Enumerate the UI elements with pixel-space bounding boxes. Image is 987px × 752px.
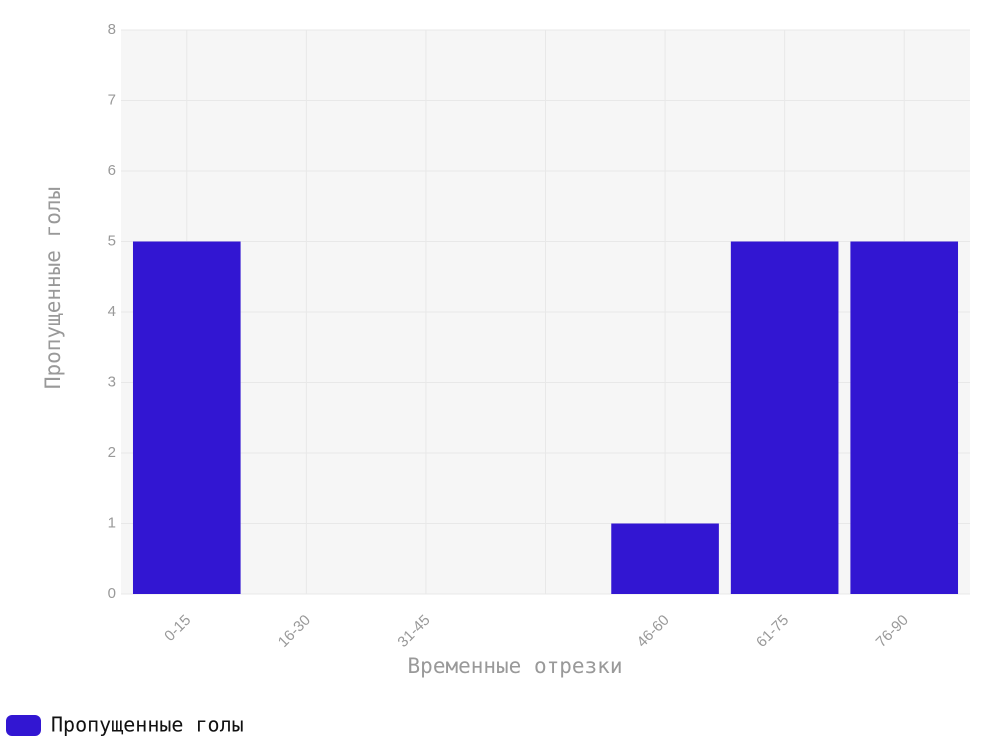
y-tick-label: 7 bbox=[108, 91, 116, 108]
x-tick-label: 61-75 bbox=[753, 612, 792, 651]
bar bbox=[132, 241, 241, 594]
y-tick-label: 6 bbox=[108, 162, 116, 179]
y-tick-label: 8 bbox=[108, 21, 116, 38]
y-tick-label: 0 bbox=[108, 585, 116, 602]
x-tick-label: 31-45 bbox=[394, 612, 433, 651]
legend-swatch bbox=[6, 715, 41, 736]
x-axis-title: Временные отрезки bbox=[408, 654, 623, 678]
bar bbox=[850, 241, 959, 594]
y-tick-label: 2 bbox=[108, 444, 116, 461]
x-tick-label: 0-15 bbox=[161, 612, 194, 645]
legend-label: Пропущенные голы bbox=[51, 713, 244, 737]
x-tick-label: 16-30 bbox=[275, 612, 314, 651]
bar bbox=[611, 523, 719, 594]
x-tick-label: 76-90 bbox=[873, 612, 912, 651]
y-axis-title: Пропущенные голы bbox=[41, 187, 65, 389]
bar bbox=[730, 241, 839, 594]
y-tick-label: 3 bbox=[108, 373, 116, 390]
y-tick-label: 4 bbox=[108, 303, 116, 320]
y-tick-label: 5 bbox=[108, 232, 116, 249]
y-tick-label: 1 bbox=[108, 514, 116, 531]
x-tick-label: 46-60 bbox=[634, 612, 673, 651]
